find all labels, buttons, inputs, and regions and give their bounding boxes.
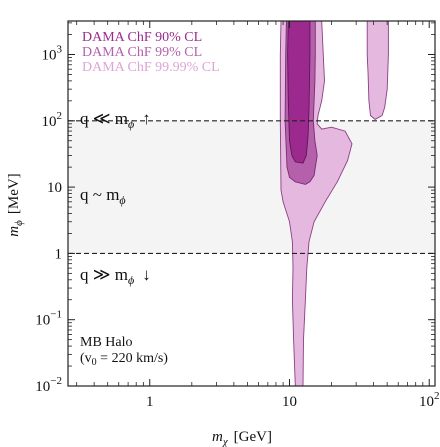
y-tick-label: 10−2 bbox=[35, 375, 62, 395]
legend-entry-90: DAMA ChF 90% CL bbox=[82, 30, 202, 45]
threshold-lines-layer bbox=[68, 120, 435, 254]
y-tick-label: 10 bbox=[47, 180, 62, 196]
legend: DAMA ChF 90% CL DAMA ChF 99% CL DAMA ChF… bbox=[82, 30, 220, 75]
intermediate-band-layer bbox=[68, 120, 435, 254]
x-tick-label: 102 bbox=[419, 390, 440, 410]
intermediate-band bbox=[68, 120, 435, 254]
y-axis-label: mϕ[MeV] bbox=[6, 173, 25, 236]
legend-entry-99: DAMA ChF 99% CL bbox=[82, 45, 202, 60]
legend-entry-9999: DAMA ChF 99.99% CL bbox=[82, 60, 220, 75]
region-label-mid: q ~ mϕ bbox=[80, 185, 126, 207]
x-axis-label: mχ [GeV] bbox=[212, 429, 272, 447]
region-label-low: q ≫ mϕ ↓ bbox=[80, 265, 151, 287]
y-tick-label: 10−1 bbox=[35, 309, 62, 329]
axis-ticks-layer bbox=[68, 21, 435, 387]
halo-annotation-line2: (v0 = 220 km/s) bbox=[80, 351, 168, 368]
plot-frame bbox=[67, 20, 436, 387]
x-tick-label: 1 bbox=[146, 394, 154, 410]
y-tick-label: 103 bbox=[42, 43, 63, 63]
region-label-high: q ≪ mϕ ↑ bbox=[80, 109, 151, 131]
contour-regions-layer bbox=[279, 20, 389, 387]
halo-annotation-line1: MB Halo bbox=[80, 335, 133, 350]
y-tick-label: 102 bbox=[42, 110, 63, 130]
x-tick-label: 10 bbox=[282, 394, 297, 410]
contour-region-2-0 bbox=[287, 20, 311, 164]
y-tick-label: 1 bbox=[55, 246, 63, 262]
contour-region-0-1 bbox=[366, 20, 389, 120]
